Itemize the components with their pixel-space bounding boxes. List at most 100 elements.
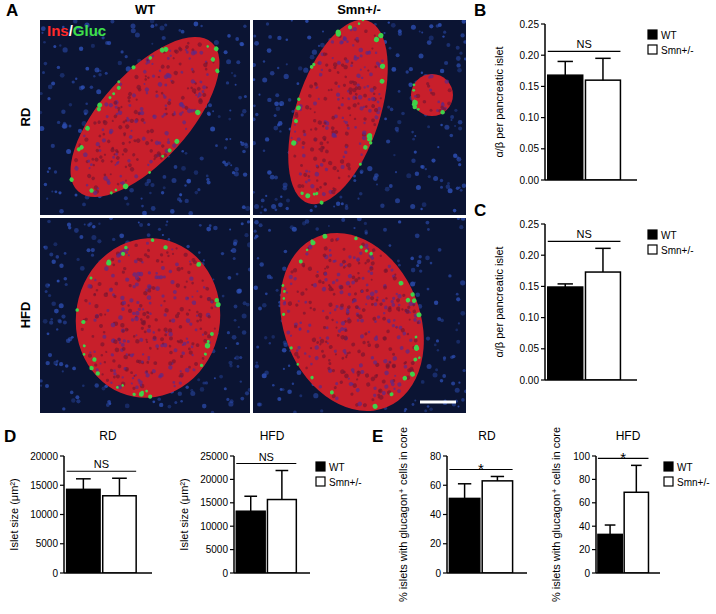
nucleus: [75, 194, 78, 197]
nucleus: [341, 218, 345, 222]
islet-nucleus: [147, 163, 150, 166]
nucleus: [241, 142, 245, 146]
nucleus: [293, 410, 297, 413]
islet-nucleus: [100, 158, 105, 163]
islet-nucleus: [121, 347, 125, 351]
nucleus: [459, 52, 462, 55]
glucagon-cell: [378, 32, 385, 39]
nucleus: [77, 258, 80, 261]
nucleus: [230, 399, 234, 403]
islet-nucleus: [327, 89, 330, 92]
nucleus: [236, 342, 239, 345]
nucleus: [238, 326, 240, 328]
nucleus: [464, 58, 466, 61]
islet-nucleus: [179, 370, 182, 373]
islet-nucleus: [342, 155, 345, 158]
nucleus: [268, 229, 271, 232]
nucleus: [200, 156, 204, 160]
islet-nucleus: [93, 121, 98, 126]
nucleus: [446, 43, 450, 47]
nucleus: [462, 184, 466, 188]
islet-nucleus: [152, 336, 156, 340]
islet-nucleus: [136, 301, 140, 305]
islet-nucleus: [112, 155, 116, 159]
glucagon-cell: [210, 56, 216, 62]
nucleus: [262, 78, 267, 83]
islet-nucleus: [95, 289, 98, 292]
islet-nucleus: [165, 112, 168, 115]
islet-nucleus: [162, 93, 165, 96]
nucleus: [179, 29, 182, 32]
nucleus: [297, 370, 302, 375]
islet-nucleus: [153, 361, 157, 365]
nucleus: [448, 274, 451, 277]
nucleus: [229, 228, 231, 230]
nucleus: [43, 41, 46, 44]
islet-nucleus: [322, 52, 327, 57]
islet-nucleus: [167, 255, 170, 258]
islet-nucleus: [199, 327, 202, 330]
islet-nucleus: [367, 51, 372, 56]
nucleus: [412, 138, 415, 141]
nucleus: [45, 283, 50, 288]
islet-nucleus: [445, 79, 449, 83]
nucleus: [54, 170, 57, 173]
nucleus: [278, 121, 283, 126]
islet-nucleus: [323, 121, 327, 125]
nucleus: [417, 260, 421, 264]
islet-nucleus: [374, 115, 379, 120]
nucleus: [229, 109, 231, 111]
islet-nucleus: [102, 119, 108, 125]
islet-nucleus: [95, 148, 100, 153]
islet-nucleus: [367, 98, 371, 102]
islet-nucleus: [117, 124, 123, 130]
islet-nucleus: [358, 142, 361, 145]
glucagon-cell: [369, 141, 373, 145]
nucleus: [398, 220, 401, 223]
islet-nucleus: [316, 341, 320, 345]
islet-nucleus: [362, 105, 365, 108]
islet-nucleus: [122, 339, 126, 343]
islet-nucleus: [316, 179, 319, 182]
nucleus: [157, 397, 161, 401]
nucleus: [401, 112, 405, 116]
islet-nucleus: [100, 354, 103, 357]
nucleus: [458, 322, 460, 324]
islet-nucleus: [75, 165, 78, 168]
nucleus: [141, 205, 144, 208]
nucleus: [435, 368, 438, 371]
nucleus: [79, 235, 83, 239]
islet-nucleus: [357, 102, 360, 105]
islet-nucleus: [121, 376, 124, 379]
nucleus: [149, 192, 152, 195]
nucleus: [145, 182, 149, 186]
nucleus: [274, 101, 279, 106]
islet-nucleus: [361, 130, 367, 136]
nucleus: [197, 378, 200, 381]
islet-nucleus: [340, 63, 344, 67]
islet-nucleus: [352, 103, 357, 108]
islet-nucleus: [125, 368, 128, 371]
nucleus: [242, 109, 246, 113]
islet-nucleus: [147, 288, 151, 292]
nucleus: [212, 110, 214, 112]
islet-nucleus: [117, 337, 121, 341]
islet-nucleus: [113, 372, 117, 376]
nucleus: [389, 244, 392, 247]
nucleus: [438, 248, 442, 252]
islet-nucleus: [328, 286, 334, 292]
glucagon-cell: [204, 343, 210, 349]
nucleus: [451, 382, 455, 386]
nucleus: [265, 195, 267, 197]
nucleus: [207, 181, 211, 185]
nucleus: [52, 260, 56, 264]
islet-nucleus: [360, 153, 363, 156]
glucagon-cell: [215, 302, 221, 308]
nucleus: [235, 167, 239, 171]
islet-nucleus: [183, 252, 188, 257]
islet-nucleus: [196, 290, 198, 292]
glucagon-cell: [363, 145, 369, 151]
islet-nucleus: [173, 296, 177, 300]
islet-nucleus: [114, 281, 118, 285]
islet-nucleus: [155, 94, 160, 99]
